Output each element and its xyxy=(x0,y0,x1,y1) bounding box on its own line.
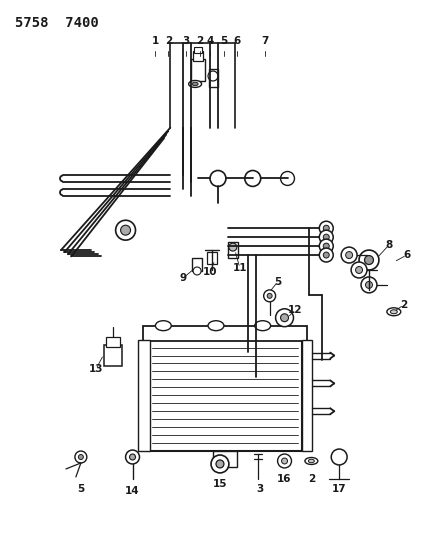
Text: 8: 8 xyxy=(385,240,392,250)
Circle shape xyxy=(276,309,294,327)
Circle shape xyxy=(319,239,333,253)
Circle shape xyxy=(267,293,272,298)
Circle shape xyxy=(365,255,374,264)
Text: 3: 3 xyxy=(256,484,263,494)
Text: 10: 10 xyxy=(203,267,217,277)
Circle shape xyxy=(361,277,377,293)
Circle shape xyxy=(323,252,329,258)
Circle shape xyxy=(208,71,218,81)
Circle shape xyxy=(282,458,288,464)
Bar xyxy=(143,326,307,341)
Ellipse shape xyxy=(192,82,198,86)
Circle shape xyxy=(319,221,333,235)
Bar xyxy=(149,340,303,451)
Ellipse shape xyxy=(189,80,202,87)
Circle shape xyxy=(351,262,367,278)
Bar xyxy=(193,51,203,61)
Text: 13: 13 xyxy=(89,365,103,375)
Circle shape xyxy=(323,234,329,240)
Circle shape xyxy=(331,449,347,465)
Bar xyxy=(104,345,122,367)
Text: 3: 3 xyxy=(183,36,190,46)
Circle shape xyxy=(319,230,333,244)
Ellipse shape xyxy=(305,457,318,464)
Bar xyxy=(207,252,217,264)
Text: 15: 15 xyxy=(213,479,227,489)
Circle shape xyxy=(130,454,136,460)
Circle shape xyxy=(210,171,226,187)
Text: 1: 1 xyxy=(152,36,159,46)
Circle shape xyxy=(346,252,353,259)
Circle shape xyxy=(75,451,87,463)
Circle shape xyxy=(319,248,333,262)
Ellipse shape xyxy=(255,321,270,330)
Bar xyxy=(192,258,202,271)
Bar xyxy=(213,451,237,467)
Circle shape xyxy=(125,450,140,464)
Text: 6: 6 xyxy=(403,250,410,260)
Circle shape xyxy=(356,266,363,273)
Text: 5: 5 xyxy=(77,484,84,494)
Circle shape xyxy=(78,455,83,459)
Ellipse shape xyxy=(309,459,314,463)
Text: 12: 12 xyxy=(288,305,303,315)
Circle shape xyxy=(211,455,229,473)
Ellipse shape xyxy=(390,310,397,314)
Circle shape xyxy=(359,250,379,270)
Text: 4: 4 xyxy=(206,36,214,46)
Text: 6: 6 xyxy=(233,36,241,46)
Text: 16: 16 xyxy=(277,474,292,484)
Circle shape xyxy=(323,225,329,231)
Circle shape xyxy=(116,220,136,240)
Text: 5: 5 xyxy=(220,36,228,46)
Bar xyxy=(191,59,205,81)
Circle shape xyxy=(216,460,224,468)
Bar xyxy=(139,340,150,451)
Circle shape xyxy=(366,281,372,288)
Circle shape xyxy=(278,454,291,468)
Ellipse shape xyxy=(208,321,224,330)
Bar xyxy=(106,337,119,346)
Circle shape xyxy=(323,243,329,249)
Text: 2: 2 xyxy=(196,36,204,46)
Circle shape xyxy=(281,172,294,185)
Text: 9: 9 xyxy=(180,273,187,283)
Circle shape xyxy=(264,290,276,302)
Bar xyxy=(209,69,218,87)
Text: 14: 14 xyxy=(125,486,140,496)
Text: 17: 17 xyxy=(332,484,347,494)
Text: 2: 2 xyxy=(165,36,172,46)
Circle shape xyxy=(229,243,237,251)
Text: 5758  7400: 5758 7400 xyxy=(15,17,99,30)
Bar xyxy=(303,340,312,451)
Circle shape xyxy=(193,267,201,275)
Text: 2: 2 xyxy=(400,300,407,310)
Text: 2: 2 xyxy=(308,474,315,484)
Bar xyxy=(228,242,238,258)
Ellipse shape xyxy=(155,321,171,330)
Text: 11: 11 xyxy=(232,263,247,273)
Ellipse shape xyxy=(387,308,401,316)
Bar xyxy=(194,47,202,53)
Circle shape xyxy=(341,247,357,263)
Text: 5: 5 xyxy=(274,277,281,287)
Circle shape xyxy=(281,314,288,322)
Circle shape xyxy=(245,171,261,187)
Text: 7: 7 xyxy=(261,36,268,46)
Circle shape xyxy=(121,225,131,235)
